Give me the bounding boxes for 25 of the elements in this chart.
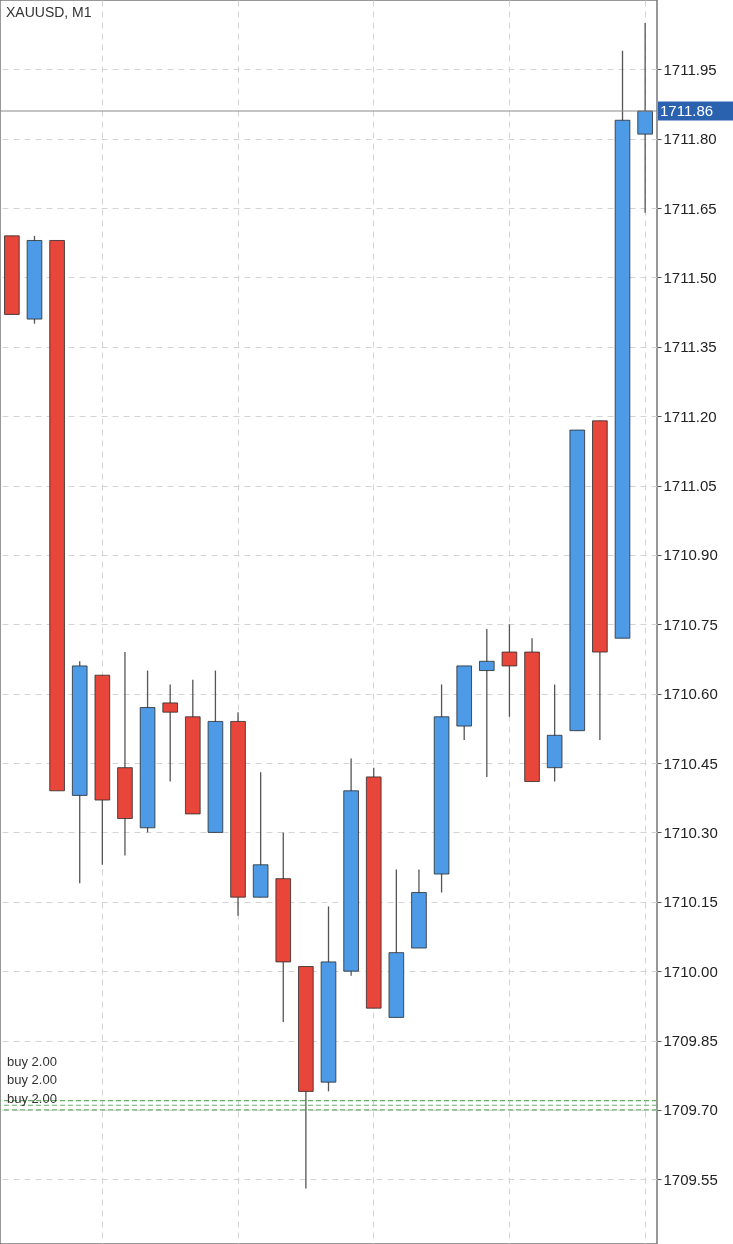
y-tick-label: 1711.65 [663, 199, 717, 217]
y-tick-label: 1710.45 [663, 754, 718, 772]
y-tick-label: 1710.75 [663, 615, 718, 633]
candlestick [479, 628, 495, 778]
ref-line-label: buy 2.00 [7, 1072, 57, 1088]
chart-title: XAUUSD, M1 [6, 4, 92, 20]
y-tick-label: 1711.95 [663, 60, 717, 78]
y-tick-label: 1711.05 [663, 477, 717, 495]
candlestick [162, 683, 178, 783]
candlestick [501, 623, 518, 718]
y-tick-label: 1711.50 [663, 268, 717, 286]
y-tick-label: 1709.55 [663, 1170, 718, 1188]
y-tick-label: 1711.35 [663, 338, 717, 356]
ref-line-label: 1711.86 [660, 101, 714, 119]
y-tick-label: 1711.20 [663, 407, 717, 425]
y-tick-label: 1709.85 [663, 1032, 718, 1050]
y-tick-label: 1710.30 [663, 823, 718, 841]
y-tick-label: 1709.70 [663, 1101, 718, 1119]
y-tick-label: 1711.80 [663, 130, 717, 148]
candlestick [637, 22, 653, 214]
ref-line-label: buy 2.00 [7, 1053, 57, 1069]
y-tick-label: 1710.60 [663, 685, 718, 703]
y-tick-label: 1710.90 [663, 546, 718, 564]
y-tick-label: 1710.00 [663, 962, 718, 980]
y-tick-label: 1710.15 [663, 893, 718, 911]
